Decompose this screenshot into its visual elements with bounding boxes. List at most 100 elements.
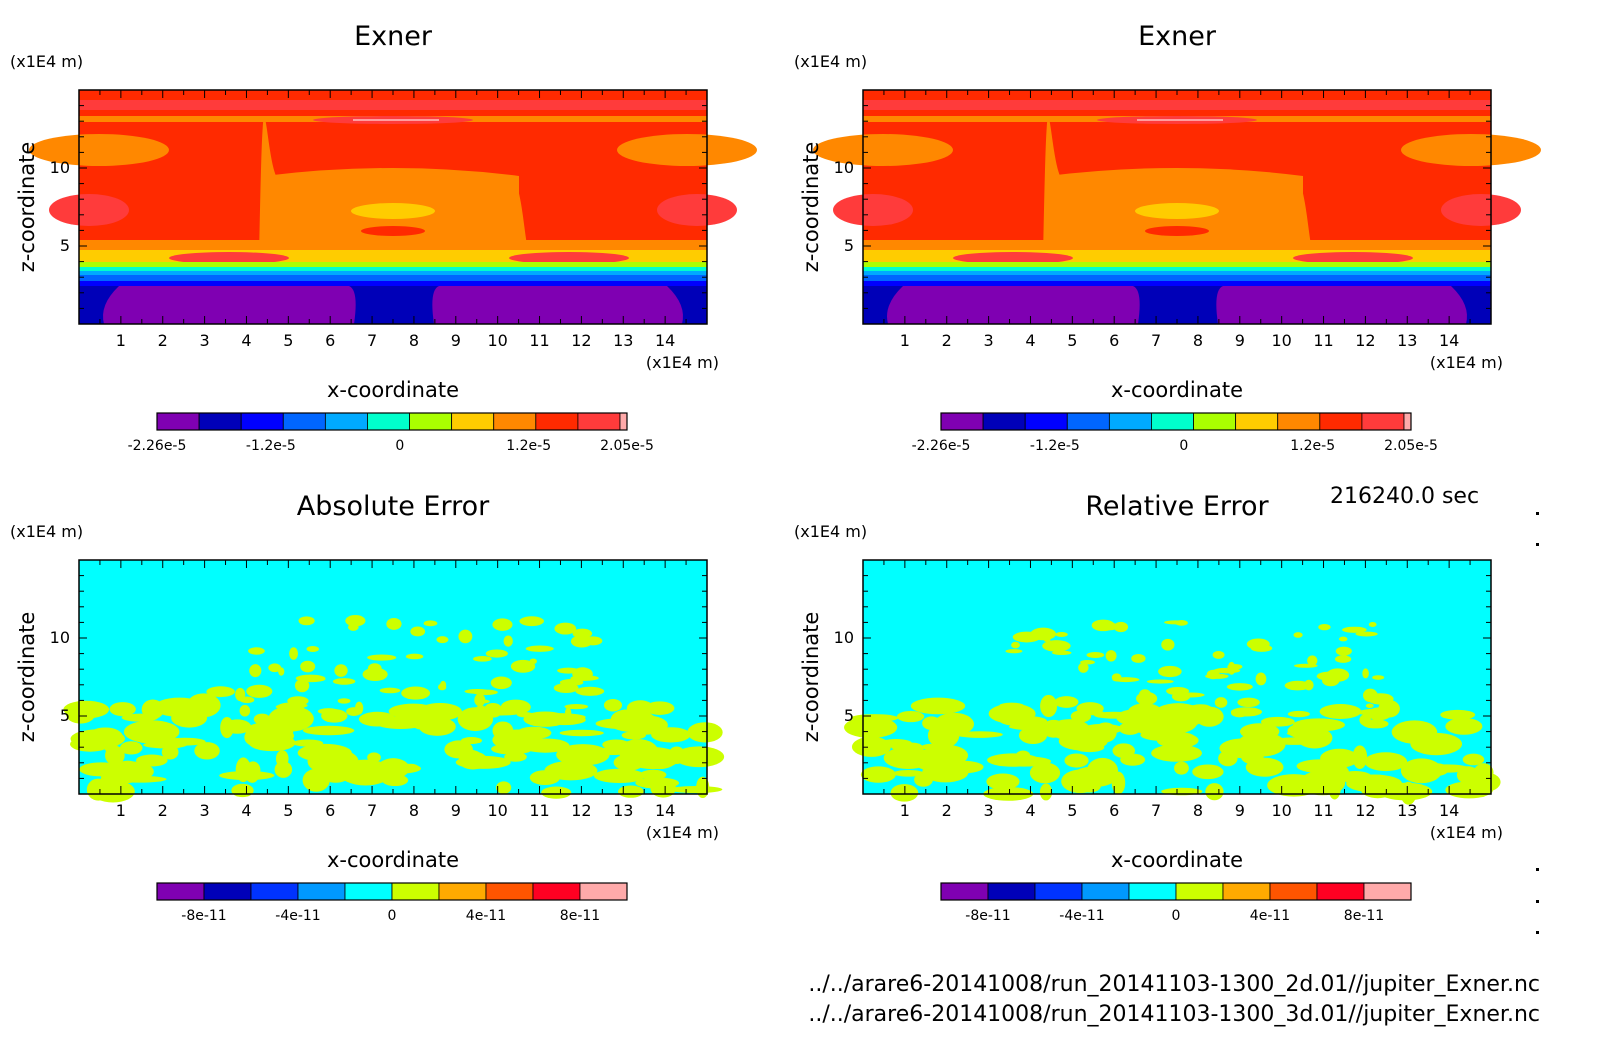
colorbar-swatch	[282, 412, 326, 431]
x-tick-label: 8	[409, 801, 419, 820]
x-tick-label: 14	[655, 801, 675, 820]
colorbar-swatch	[1361, 412, 1405, 431]
colorbar-swatch	[579, 882, 628, 901]
dot-marker	[1536, 900, 1539, 903]
x-tick-label: 8	[409, 331, 419, 350]
x-tick-label: 5	[1067, 801, 1077, 820]
y-axis-label: z-coordinate	[15, 612, 39, 743]
y-tick-label: 10	[50, 628, 70, 647]
x-tick-label: 6	[325, 801, 335, 820]
colorbar-swatch	[1034, 882, 1083, 901]
chart-svg: Exner(x1E4 m)1 2 3 4 5 6 7 8 9 10 11 12 13 14510(x1E4…	[10, 21, 757, 454]
colorbar-swatch	[367, 412, 410, 431]
x-tick-label: 7	[367, 801, 377, 820]
x-tick-label: 3	[200, 331, 210, 350]
x-tick-label: 4	[1025, 801, 1035, 820]
panel-relative-error: Relative Error (x1E4 m) 1 2 3 4 5 6 7 8 9 10 11 12 13 1…	[784, 470, 1574, 950]
y-tick-label: 5	[60, 236, 70, 255]
colorbar-swatch	[198, 412, 242, 431]
y-axis-label: z-coordinate	[15, 142, 39, 273]
colorbar-tick-label: -4e-11	[275, 908, 320, 924]
x-tick-label: 2	[158, 331, 168, 350]
colorbar-swatch	[485, 882, 534, 901]
x-tick-label: 4	[241, 331, 251, 350]
dot-marker	[1536, 512, 1539, 515]
colorbar-swatch	[391, 882, 440, 901]
colorbar-swatch	[940, 412, 984, 431]
colorbar-tick-label: 2.05e-5	[1384, 438, 1438, 454]
x-tick-label: 12	[571, 331, 591, 350]
colorbar-swatch	[535, 412, 579, 431]
colorbar-swatch	[438, 882, 487, 901]
panel-absolute-error: Absolute Error (x1E4 m) 1 2 3 4 5 6 7 8 9 10 11 12 13 1…	[0, 470, 790, 950]
colorbar-swatch	[982, 412, 1026, 431]
x-unit-label: (x1E4 m)	[646, 353, 719, 372]
colorbar-swatch	[1319, 412, 1363, 431]
x-tick-label: 11	[1313, 331, 1333, 350]
x-unit-label: (x1E4 m)	[1430, 353, 1503, 372]
x-tick-label: 1	[116, 801, 126, 820]
colorbar-swatch	[1403, 412, 1412, 431]
x-tick-label: 6	[325, 331, 335, 350]
colorbar-swatch	[1108, 412, 1152, 431]
colorbar-tick-label: -1.2e-5	[1030, 438, 1080, 454]
x-tick-label: 5	[283, 801, 293, 820]
colorbar-swatch	[1235, 412, 1279, 431]
colorbar-tick-label: 4e-11	[1250, 908, 1290, 924]
colorbar-frame	[940, 882, 1412, 901]
x-tick-label: 11	[1313, 801, 1333, 820]
colorbar-swatch	[203, 882, 252, 901]
contour-field	[29, 90, 757, 324]
colorbar-tick-label: -1.2e-5	[246, 438, 296, 454]
colorbar-swatch	[987, 882, 1036, 901]
colorbar-frame	[156, 882, 628, 901]
x-tick-label: 6	[1109, 331, 1119, 350]
panel-exner-3d: Exner (x1E4 m) 1 2 3 4 5 6 7 8 9 10 11 12 13 14 5 10 (x1E4…	[784, 0, 1574, 480]
contour-field	[63, 560, 725, 803]
x-tick-label: 4	[241, 801, 251, 820]
colorbar-tick-label: -8e-11	[181, 908, 226, 924]
colorbar-tick-label: 4e-11	[466, 908, 506, 924]
y-tick-label: 10	[50, 158, 70, 177]
x-tick-label: 1	[116, 331, 126, 350]
colorbar-swatch	[156, 882, 205, 901]
colorbar-swatch	[493, 412, 537, 431]
x-tick-label: 10	[487, 801, 507, 820]
y-unit-label: (x1E4 m)	[10, 52, 83, 71]
chart-svg: Exner(x1E4 m)1 2 3 4 5 6 7 8 9 10 11 12 13 14510(x1E4…	[794, 21, 1541, 454]
dot-marker	[1536, 868, 1539, 871]
x-tick-label: 9	[1235, 331, 1245, 350]
x-tick-label: 9	[451, 331, 461, 350]
colorbar-tick-label: -2.26e-5	[128, 438, 187, 454]
x-tick-label: 7	[1151, 801, 1161, 820]
x-tick-label: 2	[942, 801, 952, 820]
colorbar-tick-label: 8e-11	[560, 908, 600, 924]
colorbar-swatch	[619, 412, 628, 431]
colorbar-swatch	[250, 882, 299, 901]
x-tick-label: 2	[158, 801, 168, 820]
x-tick-label: 10	[1271, 801, 1291, 820]
chart-title: Relative Error	[1085, 491, 1269, 522]
y-unit-label: (x1E4 m)	[10, 522, 83, 541]
colorbar-swatch	[1269, 882, 1318, 901]
colorbar-tick-label: -2.26e-5	[912, 438, 971, 454]
colorbar-swatch	[1151, 412, 1194, 431]
x-tick-label: 1	[900, 801, 910, 820]
x-tick-label: 14	[1439, 801, 1459, 820]
colorbar-tick-label: -4e-11	[1059, 908, 1104, 924]
colorbar-swatch	[156, 412, 200, 431]
x-axis-label: x-coordinate	[1111, 378, 1243, 402]
y-tick-label: 5	[844, 706, 854, 725]
colorbar-frame	[156, 412, 628, 431]
y-unit-label: (x1E4 m)	[794, 522, 867, 541]
colorbar-swatch	[1175, 882, 1224, 901]
dot-marker	[1536, 543, 1539, 546]
x-tick-label: 3	[200, 801, 210, 820]
colorbar-swatch	[940, 882, 989, 901]
dot-marker	[1536, 931, 1539, 934]
time-label: 216240.0 sec	[1330, 484, 1480, 509]
colorbar-swatch	[344, 882, 393, 901]
chart-svg: Relative Error(x1E4 m)1 2 3 4 5 6 7 8 9 10 11 12 13 1…	[794, 491, 1503, 924]
x-tick-label: 9	[451, 801, 461, 820]
colorbar-tick-label: 8e-11	[1344, 908, 1384, 924]
